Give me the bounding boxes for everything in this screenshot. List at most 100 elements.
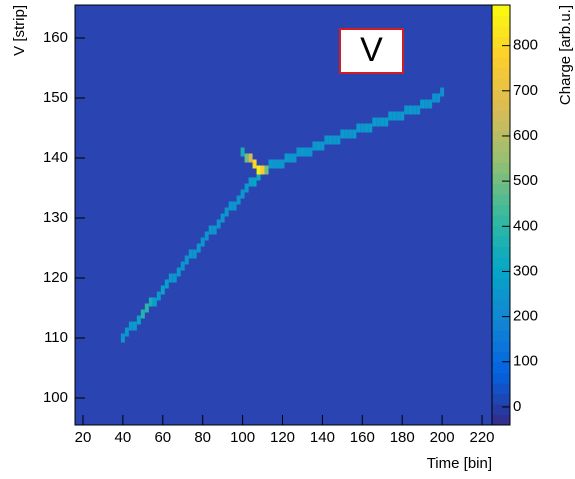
colorbar-band [492, 320, 510, 331]
colorbar-band [492, 362, 510, 373]
colorbar-band [492, 309, 510, 321]
y-tick-label: 130 [43, 209, 68, 226]
cell [364, 123, 369, 133]
cell [332, 135, 337, 145]
cell [248, 177, 253, 187]
cell [308, 147, 313, 157]
colorbar-band [492, 288, 510, 300]
plot-frame [74, 4, 493, 426]
colorbar-band [492, 194, 510, 205]
cell [252, 159, 257, 169]
cell [300, 147, 305, 157]
cell [404, 105, 409, 115]
z-tick-label: 100 [513, 353, 538, 370]
cell [192, 249, 197, 259]
cell [260, 165, 265, 175]
cell [348, 129, 353, 139]
x-tick-label: 180 [390, 429, 415, 446]
cell [324, 135, 329, 145]
cell [388, 111, 393, 121]
cells [120, 87, 445, 343]
colorbar-band [492, 89, 510, 100]
annotation-box [339, 28, 404, 74]
colorbar-band [492, 404, 510, 415]
cell [340, 129, 345, 139]
cell [352, 129, 357, 139]
colorbar-band [492, 110, 510, 121]
cell [164, 279, 169, 289]
cell [128, 321, 133, 331]
cell [316, 141, 321, 151]
colorbar-band [492, 215, 510, 226]
cell [120, 333, 125, 343]
colorbar-band [492, 267, 510, 279]
cell [160, 285, 165, 295]
z-tick-label: 0 [513, 398, 521, 415]
cell [272, 159, 277, 169]
x-tick-label: 60 [154, 429, 171, 446]
cell [396, 111, 401, 121]
y-tick-label: 160 [43, 29, 68, 46]
colorbar-band [492, 5, 510, 16]
colorbar-band [492, 372, 510, 384]
cell [264, 165, 269, 175]
colorbar-band [492, 341, 510, 352]
cell [144, 303, 149, 313]
cell [376, 117, 381, 127]
colorbar: 0 100 200 300 400 500 600 700 800 [491, 4, 538, 426]
colorbar-band [492, 246, 510, 258]
x-tick-label: 40 [115, 429, 132, 446]
cell [200, 237, 205, 247]
cell [320, 141, 325, 151]
colorbar-band [492, 57, 510, 69]
cell [420, 99, 425, 109]
colorbar-band [492, 236, 510, 247]
cell [280, 159, 285, 169]
cell [312, 141, 317, 151]
cell [432, 93, 437, 103]
cell [440, 87, 445, 97]
cell [204, 231, 209, 241]
cell [288, 153, 293, 163]
cell [276, 159, 281, 169]
cell [184, 255, 189, 265]
colorbar-band [492, 36, 510, 48]
colorbar-band [492, 414, 510, 426]
cell [244, 153, 249, 163]
x-tick-label: 200 [430, 429, 455, 446]
colorbar-band [492, 78, 510, 90]
x-tick-label: 220 [470, 429, 495, 446]
z-tick-label: 600 [513, 127, 538, 144]
y-tick-label: 110 [44, 329, 68, 346]
colorbar-band [492, 68, 510, 79]
cell [408, 105, 413, 115]
cell [136, 315, 141, 325]
cell [392, 111, 397, 121]
colorbar-band [492, 120, 510, 132]
cell [220, 213, 225, 223]
cell [356, 123, 361, 133]
cell [132, 321, 137, 331]
colorbar-band [492, 257, 510, 268]
x-tick-label: 120 [270, 429, 295, 446]
colorbar-band [492, 15, 510, 27]
cell [424, 99, 429, 109]
colorbar-band [492, 278, 510, 289]
cell [248, 153, 253, 163]
cell [268, 159, 273, 169]
cell [172, 273, 177, 283]
colorbar-band [492, 393, 510, 405]
y-tick-label: 100 [43, 389, 68, 406]
x-axis-label: Time [bin] [427, 455, 492, 472]
cell [180, 261, 185, 271]
cell [124, 327, 129, 337]
cell [344, 129, 349, 139]
colorbar-band [492, 47, 510, 58]
cell [216, 219, 221, 229]
colorbar-band [492, 26, 510, 37]
cell [232, 201, 237, 211]
cell [224, 207, 229, 217]
z-tick-label: 700 [513, 82, 538, 99]
cell [148, 297, 153, 307]
cell [416, 105, 421, 115]
